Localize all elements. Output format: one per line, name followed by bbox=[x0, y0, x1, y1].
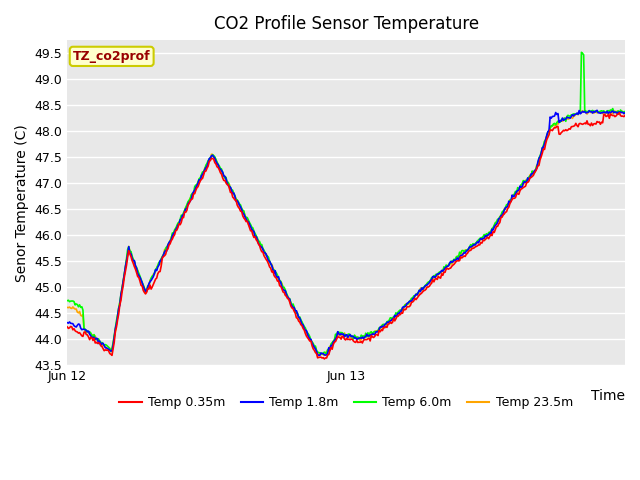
Text: TZ_co2prof: TZ_co2prof bbox=[73, 50, 150, 63]
X-axis label: Time: Time bbox=[591, 389, 625, 403]
Title: CO2 Profile Sensor Temperature: CO2 Profile Sensor Temperature bbox=[214, 15, 479, 33]
Y-axis label: Senor Temperature (C): Senor Temperature (C) bbox=[15, 124, 29, 282]
Legend: Temp 0.35m, Temp 1.8m, Temp 6.0m, Temp 23.5m: Temp 0.35m, Temp 1.8m, Temp 6.0m, Temp 2… bbox=[115, 391, 578, 414]
